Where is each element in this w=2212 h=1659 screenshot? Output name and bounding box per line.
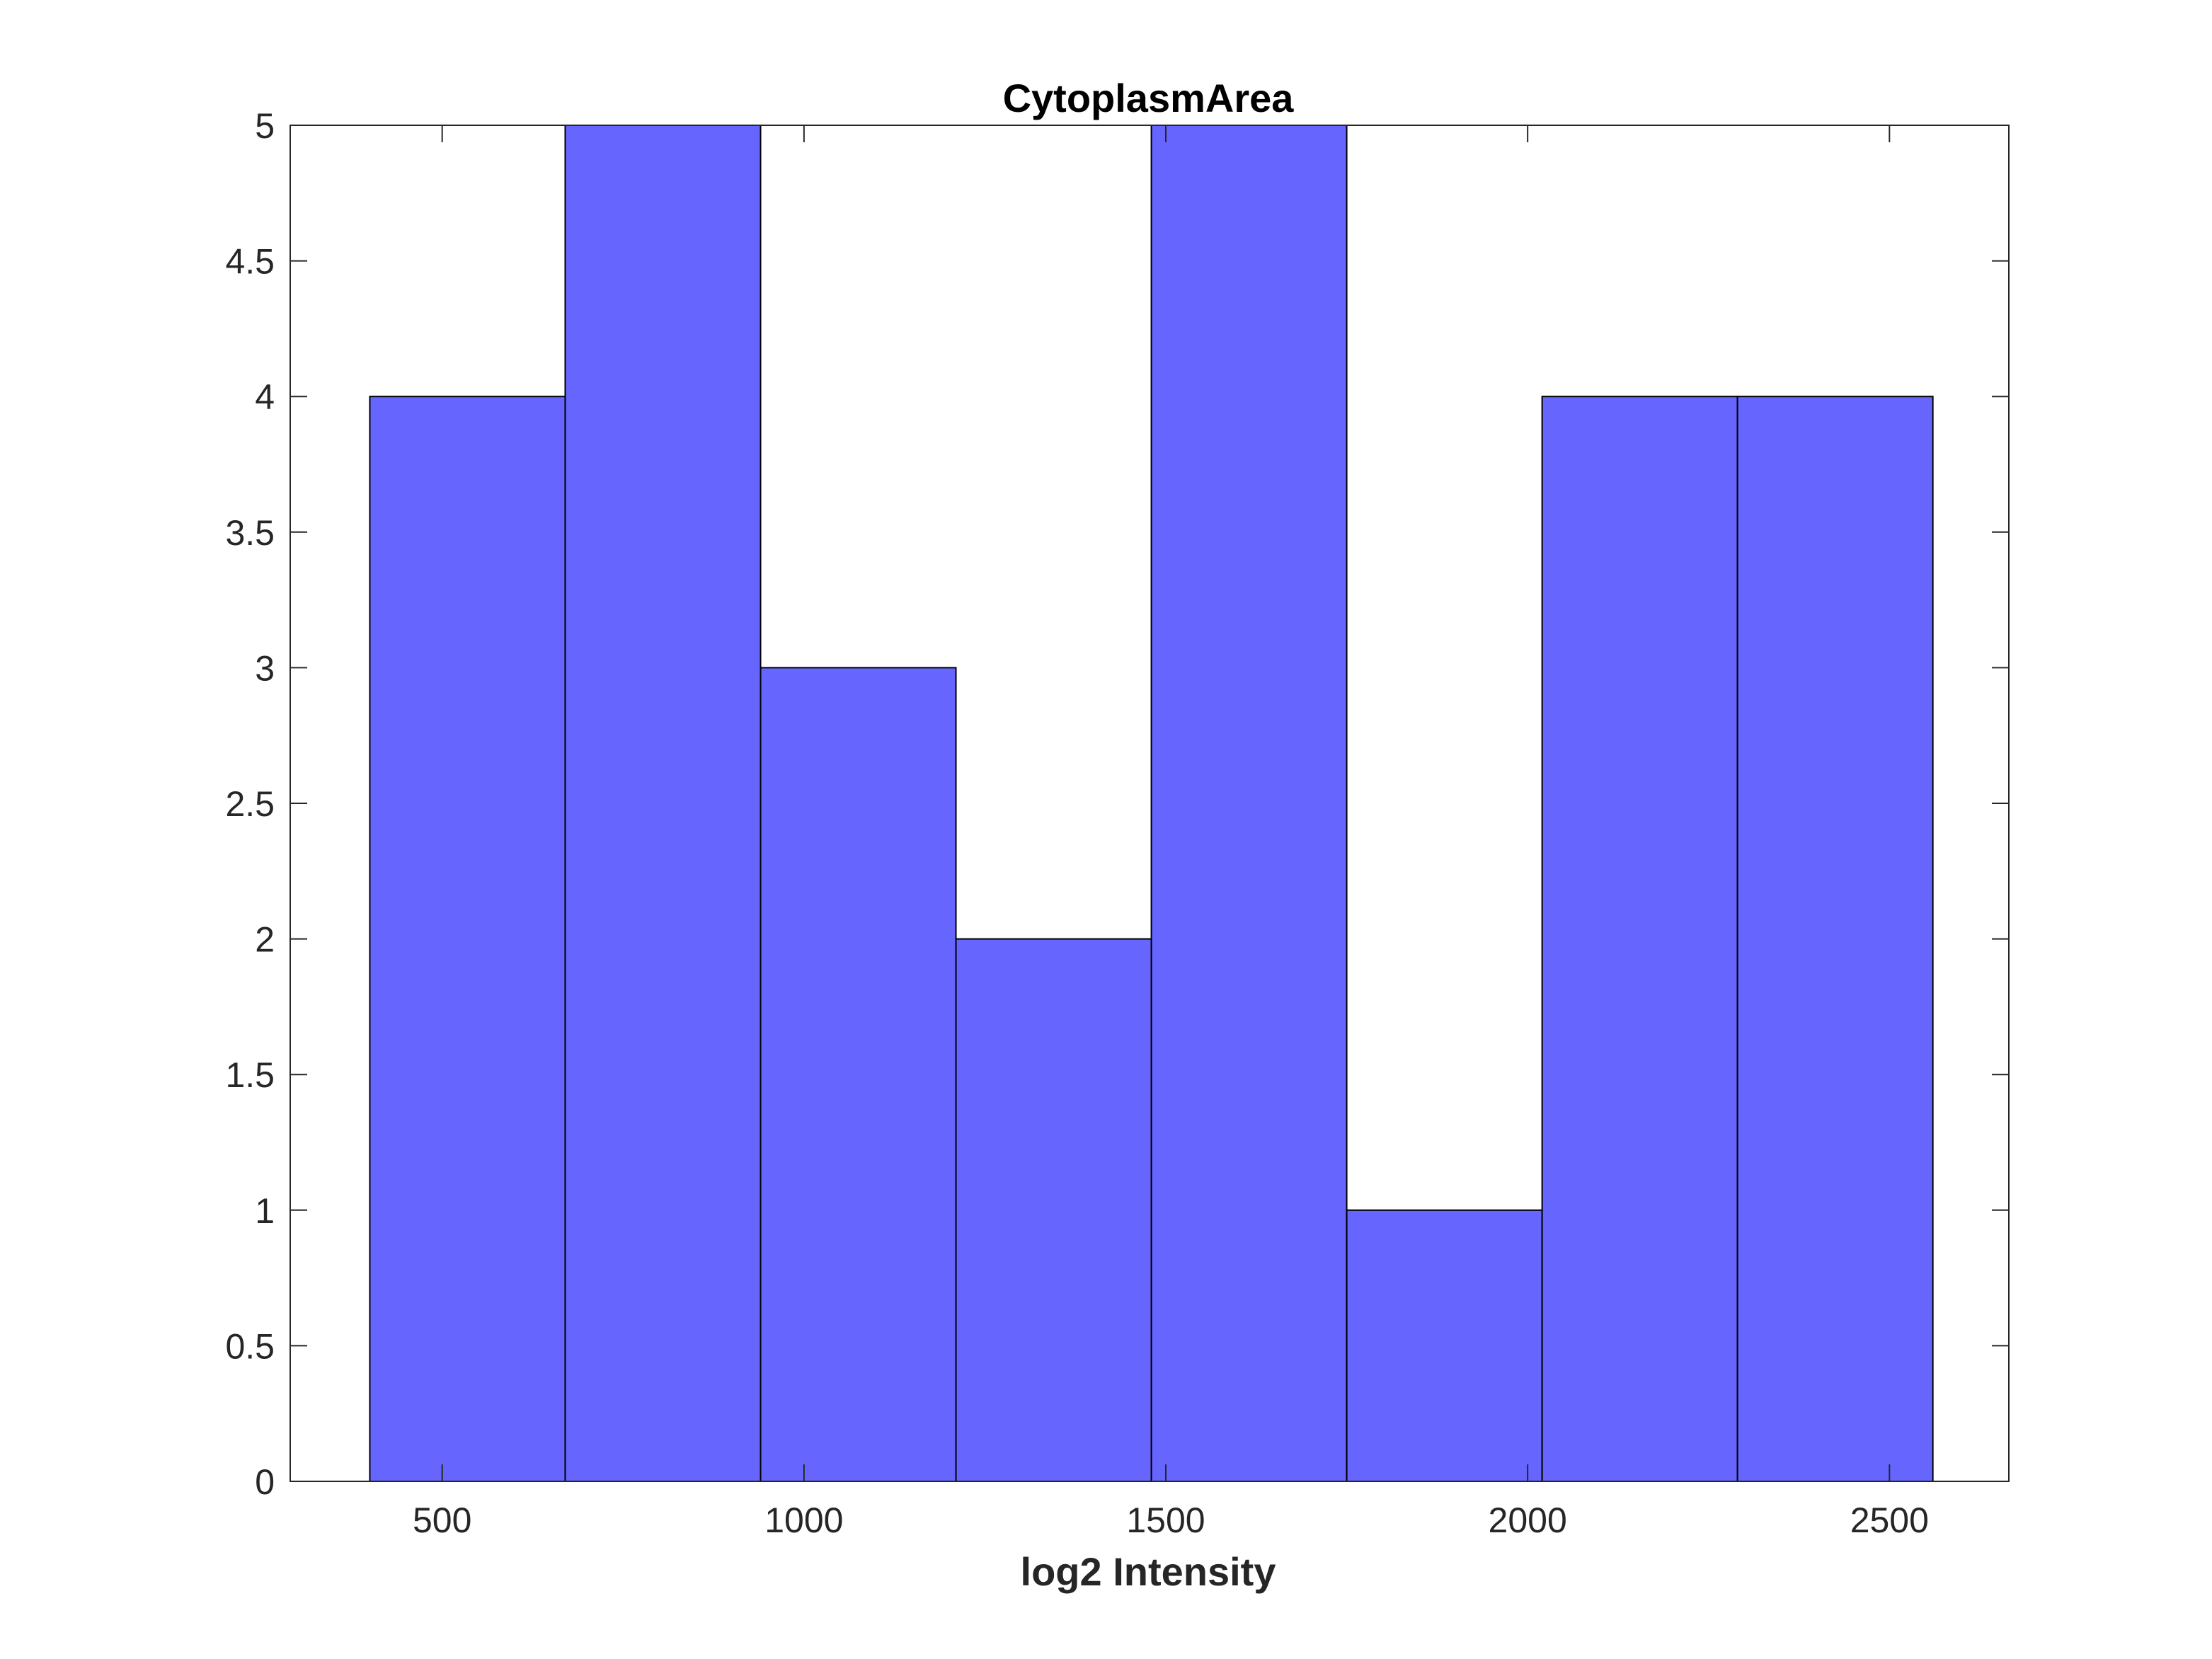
histogram-bar-4 xyxy=(955,938,1152,1482)
y-tick-label: 3 xyxy=(255,648,275,688)
y-tick-label: 4.5 xyxy=(225,242,275,282)
histogram-bars xyxy=(369,125,1934,1483)
y-tick-label: 2.5 xyxy=(225,784,275,824)
histogram-bar-5 xyxy=(1150,125,1348,1482)
x-tick-label: 2000 xyxy=(1489,1500,1567,1540)
histogram-bar-6 xyxy=(1346,1209,1543,1483)
histogram-bar-1 xyxy=(369,396,566,1483)
histogram-bar-2 xyxy=(564,125,762,1482)
y-tick-label: 1.5 xyxy=(225,1055,275,1095)
y-tick-label: 1 xyxy=(255,1191,275,1231)
y-tick-label: 2 xyxy=(255,920,275,960)
y-tick-label: 0.5 xyxy=(225,1326,275,1366)
x-tick-label: 1000 xyxy=(764,1500,843,1540)
y-tick-label: 5 xyxy=(255,106,275,146)
x-tick-label: 2500 xyxy=(1850,1500,1929,1540)
y-tick-label: 4 xyxy=(255,377,275,417)
histogram-bar-8 xyxy=(1736,396,1934,1483)
x-tick-label: 500 xyxy=(413,1500,471,1540)
x-axis-label: log2 Intensity xyxy=(1021,1549,1276,1594)
x-axis: 500 1000 1500 2000 2500 xyxy=(413,125,1929,1540)
histogram-bar-7 xyxy=(1541,396,1738,1483)
y-axis: 0 0.5 1 1.5 2 2.5 3 3.5 4 4.5 5 xyxy=(225,106,2009,1502)
y-tick-label: 3.5 xyxy=(225,513,275,553)
histogram-bar-3 xyxy=(760,667,957,1482)
chart-title: CytoplasmArea xyxy=(1003,76,1295,120)
y-tick-label: 0 xyxy=(255,1462,275,1502)
x-tick-label: 1500 xyxy=(1126,1500,1205,1540)
